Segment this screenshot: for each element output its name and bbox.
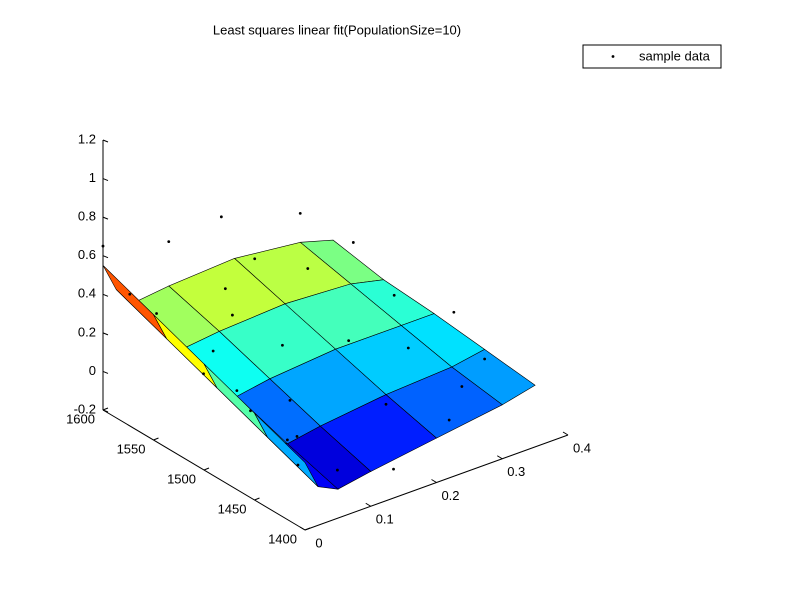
sample-point	[452, 310, 456, 314]
x-tick-label: 0	[315, 535, 322, 550]
x-tick	[365, 502, 372, 507]
y-tick	[102, 407, 109, 411]
z-tick-label: 0	[89, 363, 96, 378]
z-tick	[102, 370, 109, 374]
z-tick	[102, 293, 109, 297]
legend-box	[582, 44, 722, 69]
x-tick	[431, 479, 437, 483]
sample-point	[483, 357, 487, 361]
x-tick-label: 0.1	[376, 512, 394, 527]
sample-point	[288, 398, 292, 402]
sample-point	[253, 257, 257, 261]
x-tick	[496, 455, 503, 460]
sample-point	[167, 240, 171, 244]
z-tick-label: -0.2	[74, 401, 96, 416]
sample-point	[347, 339, 351, 343]
y-tick	[203, 467, 210, 471]
y-tick-label: 1450	[218, 501, 247, 516]
sample-point	[219, 215, 223, 219]
legend-marker	[611, 55, 615, 58]
sample-point	[406, 346, 410, 350]
y-tick	[304, 527, 311, 531]
sample-point	[211, 349, 215, 353]
y-tick	[254, 497, 260, 501]
y-tick-label: 1400	[268, 531, 297, 546]
x-tick-label: 0.4	[573, 440, 591, 455]
sample-point	[281, 343, 284, 347]
y-tick	[153, 437, 159, 441]
sample-point	[296, 463, 300, 467]
z-tick-label: 0.6	[78, 247, 96, 262]
z-tick-label: 0.8	[78, 209, 96, 224]
sample-point	[351, 241, 355, 244]
sample-point	[295, 435, 299, 438]
y-tick-label: 1500	[167, 471, 196, 486]
sample-point	[128, 292, 132, 296]
sample-point	[384, 402, 388, 406]
z-tick	[102, 139, 109, 143]
sample-point	[101, 244, 105, 248]
sample-point	[447, 418, 451, 422]
x-tick-label: 0.3	[507, 464, 525, 479]
sample-point	[392, 293, 396, 297]
legend-label: sample data	[639, 48, 711, 63]
sample-point	[202, 372, 205, 376]
sample-point	[249, 409, 252, 413]
sample-point	[285, 438, 289, 442]
sample-point	[392, 467, 395, 471]
y-tick-label: 1600	[66, 411, 95, 426]
sample-point	[336, 468, 339, 472]
z-tick-label: 0.4	[78, 286, 96, 301]
z-tick-label: 0.2	[78, 324, 96, 339]
z-tick	[102, 409, 109, 413]
sample-point	[298, 211, 302, 215]
z-tick	[102, 255, 109, 259]
z-tick-label: 1	[89, 170, 96, 185]
sample-point	[306, 267, 310, 270]
chart-title: Least squares linear fit(PopulationSize=…	[213, 22, 461, 37]
y-tick-label: 1550	[117, 441, 146, 456]
sample-point	[235, 389, 239, 393]
x-tick	[562, 431, 569, 436]
x-tick	[299, 526, 306, 531]
sample-point	[155, 312, 158, 315]
surface-patch	[254, 412, 319, 487]
z-tick	[102, 178, 109, 182]
x-tick-label: 0.2	[441, 488, 459, 503]
sample-point	[223, 287, 227, 291]
z-tick	[102, 216, 109, 220]
sample-point	[460, 385, 464, 388]
sample-point	[231, 313, 234, 317]
z-tick	[102, 332, 109, 336]
z-tick-label: 1.2	[78, 131, 96, 146]
